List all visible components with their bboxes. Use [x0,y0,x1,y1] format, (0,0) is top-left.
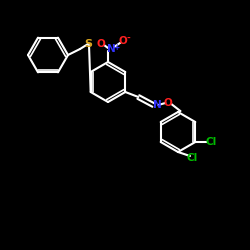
Text: O: O [164,98,173,108]
Text: S: S [84,39,92,49]
Text: N: N [153,100,162,110]
Text: Cl: Cl [206,137,217,147]
Text: +: + [113,42,119,51]
Text: O: O [119,36,128,46]
Text: N: N [106,44,116,54]
Text: -: - [126,34,130,42]
Text: Cl: Cl [186,153,198,163]
Text: O: O [96,39,106,49]
